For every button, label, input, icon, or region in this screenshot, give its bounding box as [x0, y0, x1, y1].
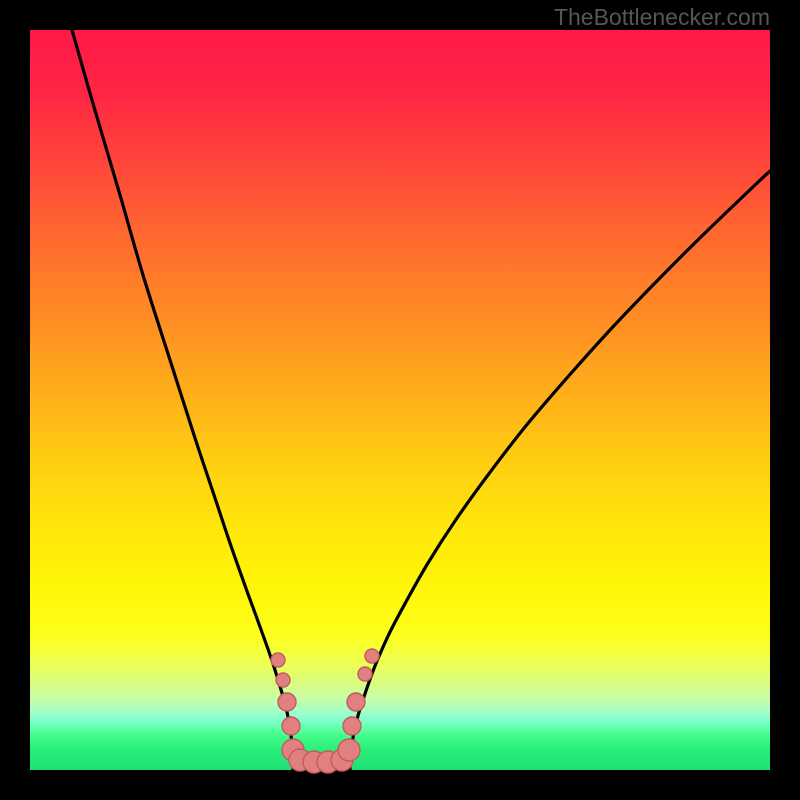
bead-12: [358, 667, 372, 681]
bead-2: [278, 693, 296, 711]
bead-1: [276, 673, 290, 687]
bead-11: [347, 693, 365, 711]
bead-0: [271, 653, 285, 667]
bead-9: [338, 739, 360, 761]
bead-10: [343, 717, 361, 735]
bead-group: [271, 649, 379, 773]
bead-3: [282, 717, 300, 735]
bead-13: [365, 649, 379, 663]
curve-left: [72, 30, 293, 770]
curve-right: [350, 171, 770, 770]
chart-svg: [0, 0, 800, 800]
